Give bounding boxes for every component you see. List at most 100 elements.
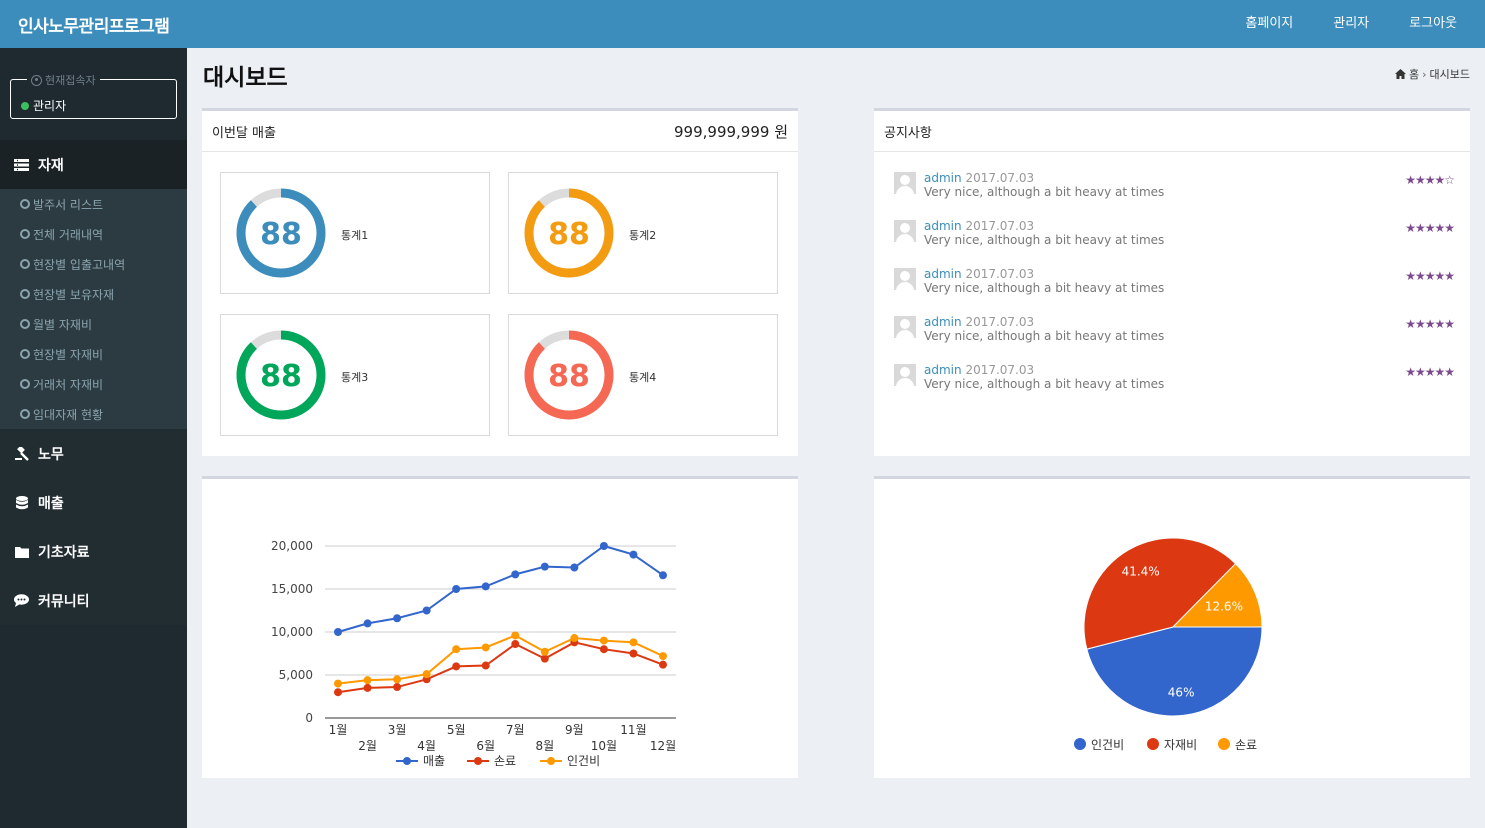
data-point[interactable] xyxy=(511,570,520,579)
notice-author[interactable]: admin xyxy=(924,315,962,329)
legend-label[interactable]: 인건비 xyxy=(567,754,600,768)
legend-label[interactable]: 매출 xyxy=(423,754,445,768)
notice-meta: admin 2017.07.03 xyxy=(924,363,1034,377)
data-point[interactable] xyxy=(540,562,549,571)
data-point[interactable] xyxy=(334,628,342,636)
app-title[interactable]: 인사노무관리프로그램 xyxy=(0,0,187,48)
top-navbar: 홈페이지 관리자 로그아웃 xyxy=(187,0,1485,48)
data-point[interactable] xyxy=(659,571,667,580)
data-point[interactable] xyxy=(481,643,490,652)
submenu-item[interactable]: 전체 거래내역 xyxy=(0,219,187,249)
data-point[interactable] xyxy=(481,582,490,591)
data-point[interactable] xyxy=(659,652,667,661)
data-point[interactable] xyxy=(629,649,638,658)
data-point[interactable] xyxy=(334,688,342,697)
rating-stars-icon: ★★★★★ xyxy=(1405,317,1455,331)
data-point[interactable] xyxy=(659,660,667,669)
pie-chart-panel: 46% 41.4% 12.6% 인건비 자재비 손료 xyxy=(874,476,1470,778)
legend-label[interactable]: 자재비 xyxy=(1164,738,1197,752)
data-point[interactable] xyxy=(511,631,520,640)
data-point[interactable] xyxy=(599,645,608,654)
donut-fill xyxy=(236,330,326,420)
pie-slice[interactable] xyxy=(1086,626,1263,717)
data-point[interactable] xyxy=(452,585,461,593)
legend-label[interactable]: 손료 xyxy=(494,754,516,768)
y-tick-label: 15,000 xyxy=(271,582,313,596)
sidebar-item-sales[interactable]: 매출 xyxy=(0,478,187,527)
current-user-label: 현재접속자 xyxy=(45,74,96,87)
submenu-item[interactable]: 현장별 입출고내역 xyxy=(0,249,187,279)
data-point[interactable] xyxy=(599,636,608,645)
submenu-item[interactable]: 현장별 자재비 xyxy=(0,339,187,369)
data-point[interactable] xyxy=(393,614,402,623)
comment-icon xyxy=(14,594,29,608)
data-point[interactable] xyxy=(363,619,372,628)
sidebar-item-material[interactable]: 자재 xyxy=(0,140,187,189)
submenu-item[interactable]: 발주서 리스트 xyxy=(0,189,187,219)
notice-author[interactable]: admin xyxy=(924,171,962,185)
sidebar-item-basics[interactable]: 기초자료 xyxy=(0,527,187,576)
x-tick-label: 9월 xyxy=(565,723,584,737)
pie-slice[interactable] xyxy=(1083,537,1237,650)
data-point[interactable] xyxy=(393,683,402,692)
stat-label: 통계2 xyxy=(629,229,657,242)
monthly-sales-value: 999,999,999 원 xyxy=(674,122,788,141)
submenu-item[interactable]: 거래처 자재비 xyxy=(0,369,187,399)
submenu-item[interactable]: 현장별 보유자재 xyxy=(0,279,187,309)
stat-label: 통계1 xyxy=(341,229,369,242)
submenu-item-label: 현장별 보유자재 xyxy=(33,287,115,302)
data-point[interactable] xyxy=(540,654,549,663)
notice-item[interactable]: admin 2017.07.03 Very nice, although a bi… xyxy=(894,315,1455,356)
data-point[interactable] xyxy=(540,647,549,656)
gavel-icon xyxy=(14,446,29,461)
data-point[interactable] xyxy=(570,563,579,572)
x-tick-label: 10월 xyxy=(591,739,617,753)
data-point[interactable] xyxy=(363,676,372,685)
x-tick-label: 5월 xyxy=(447,723,466,737)
data-point[interactable] xyxy=(452,645,461,654)
submenu-item-label: 현장별 자재비 xyxy=(33,347,104,362)
data-point[interactable] xyxy=(599,542,608,550)
notice-author[interactable]: admin xyxy=(924,267,962,281)
sidebar-item-community[interactable]: 커뮤니티 xyxy=(0,576,187,625)
series-line xyxy=(337,634,664,685)
nav-home-link[interactable]: 홈페이지 xyxy=(1245,16,1294,31)
nav-admin-link[interactable]: 관리자 xyxy=(1333,16,1370,31)
circle-icon xyxy=(20,199,30,209)
pie-slice[interactable] xyxy=(1171,562,1263,628)
legend-swatch-dot xyxy=(547,757,555,765)
notice-item[interactable]: admin 2017.07.03 Very nice, although a bi… xyxy=(894,267,1455,308)
nav-logout-link[interactable]: 로그아웃 xyxy=(1409,16,1457,31)
notice-author[interactable]: admin xyxy=(924,219,962,233)
notice-item[interactable]: admin 2017.07.03 Very nice, although a bi… xyxy=(894,171,1455,212)
stat-value: 88 xyxy=(260,359,302,394)
x-tick-label: 3월 xyxy=(388,723,407,737)
data-point[interactable] xyxy=(363,683,372,692)
x-tick-label: 11월 xyxy=(620,723,646,737)
notice-item[interactable]: admin 2017.07.03 Very nice, although a bi… xyxy=(894,363,1455,404)
data-point[interactable] xyxy=(393,675,402,684)
sidebar-item-labor[interactable]: 노무 xyxy=(0,429,187,478)
data-point[interactable] xyxy=(511,640,520,649)
donut-fill xyxy=(524,188,614,278)
data-point[interactable] xyxy=(452,662,461,671)
data-point[interactable] xyxy=(481,661,490,670)
notice-panel: 공지사항 admin 2017.07.03 Very nice, although… xyxy=(874,108,1470,456)
data-point[interactable] xyxy=(334,679,342,688)
data-point[interactable] xyxy=(422,606,431,615)
breadcrumb-home[interactable]: 홈 xyxy=(1408,68,1420,81)
data-point[interactable] xyxy=(422,670,431,679)
legend-swatch xyxy=(1218,738,1230,750)
notice-item[interactable]: admin 2017.07.03 Very nice, although a bi… xyxy=(894,219,1455,260)
submenu-item[interactable]: 임대자재 현황 xyxy=(0,399,187,429)
circle-icon xyxy=(20,349,30,359)
legend-label[interactable]: 인건비 xyxy=(1091,738,1124,752)
data-point[interactable] xyxy=(629,638,638,647)
database-icon xyxy=(14,495,29,510)
legend-label[interactable]: 손료 xyxy=(1235,738,1257,752)
data-point[interactable] xyxy=(570,634,579,643)
stat-donut: 88 xyxy=(236,330,326,420)
submenu-item[interactable]: 월별 자재비 xyxy=(0,309,187,339)
data-point[interactable] xyxy=(629,550,638,559)
notice-author[interactable]: admin xyxy=(924,363,962,377)
